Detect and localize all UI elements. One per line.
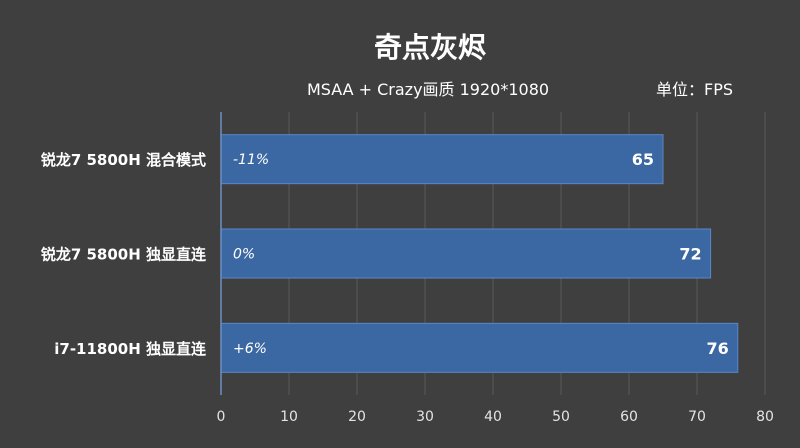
x-tick-label: 30: [416, 409, 434, 425]
chart-subtitle: MSAA + Crazy画质 1920*1080: [307, 80, 549, 99]
bar-annotation: -11%: [233, 152, 269, 168]
x-tick-label: 70: [688, 409, 706, 425]
chart-title: 奇点灰烬: [374, 31, 486, 64]
x-tick-label: 20: [348, 409, 366, 425]
data-label: 65: [632, 150, 654, 169]
bar: [220, 228, 712, 279]
x-tick-label: 40: [484, 409, 502, 425]
data-label: 76: [707, 339, 729, 358]
x-tick-label: 10: [280, 409, 298, 425]
x-tick-label: 0: [217, 409, 226, 425]
category-label: i7-11800H 独显直连: [54, 340, 207, 358]
x-tick-label: 50: [552, 409, 570, 425]
unit-label: 单位：FPS: [656, 80, 733, 99]
x-tick-label: 80: [756, 409, 774, 425]
category-label: 锐龙7 5800H 混合模式: [41, 151, 206, 169]
bar: [220, 134, 664, 185]
bar-annotation: 0%: [233, 247, 255, 263]
x-axis: 0 10 20 30 40 50 60 70 80: [217, 112, 774, 425]
bars-group: -11% 65 0% 72 +6% 76: [220, 134, 739, 373]
category-label: 锐龙7 5800H 独显直连: [41, 246, 207, 264]
bar-annotation: +6%: [233, 341, 267, 357]
x-tick-label: 60: [620, 409, 638, 425]
bar: [220, 322, 739, 373]
data-label: 72: [679, 245, 701, 264]
